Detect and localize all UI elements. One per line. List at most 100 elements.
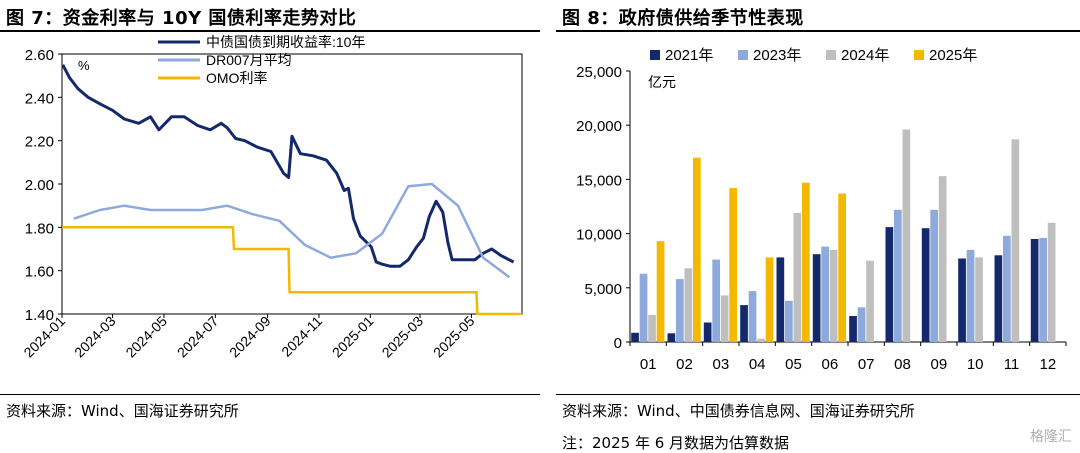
x-tick-label: 07 [858,356,875,373]
bar [740,305,748,342]
x-tick-label: 02 [676,356,693,373]
y-tick-label: 20,000 [576,118,622,135]
right-source-text: 资料来源：Wind、中国债券信息网、国海证券研究所 [562,402,915,420]
bar [802,182,810,342]
watermark-logo: 格隆汇 [1030,429,1072,445]
x-tick-label: 10 [967,356,984,373]
y-tick-label: 0 [614,335,622,352]
bar [1011,139,1020,342]
y-unit-label: % [78,58,90,73]
plot-frame [61,53,523,315]
bar [729,188,737,342]
left-source-text: 资料来源：Wind、国海证券研究所 [6,402,239,420]
right-source-rule [556,394,1080,395]
bar [676,279,684,342]
bar [667,333,676,342]
bar [866,260,874,342]
bar [921,228,930,342]
x-tick-label: 12 [1039,356,1056,373]
bar [975,257,983,342]
bar [930,209,938,342]
x-tick-label: 05 [785,356,802,373]
y-tick-label: 2.40 [25,90,54,107]
bar [793,213,802,342]
bar [648,314,656,342]
y-tick-label: 25,000 [576,64,622,81]
right-figure-title: 图 8：政府债供给季节性表现 [562,8,804,29]
legend-swatch [738,50,748,60]
bar [785,300,793,342]
legend-label: 中债国债到期收益率:10年 [206,34,365,50]
x-tick-label: 03 [712,356,729,373]
bar [894,209,902,342]
bar [1047,222,1056,342]
bar [748,291,757,342]
y-tick-label: 5,000 [584,281,622,298]
left-title-rule [0,30,540,32]
x-tick-label: 06 [821,356,838,373]
y-unit-label: 亿元 [648,74,676,90]
bar [1003,235,1011,342]
bar [885,227,894,342]
right-figure-panel: 图 8：政府债供给季节性表现 0 5,000 10,000 15,000 20,000 2… [556,0,1080,452]
bar [902,129,911,342]
bar [958,258,966,342]
legend-label: OMO利率 [206,70,267,86]
bar [720,295,729,342]
bar [849,316,857,342]
x-tick-label: 2025-01 [329,313,377,361]
x-tick-label: 2024-11 [278,313,325,360]
bar [1030,239,1039,342]
y-tick-label: 1.40 [25,307,54,324]
y-tick-label: 15,000 [576,172,622,189]
bar [857,307,866,342]
bar [712,259,720,342]
legend-label: 2021年 [665,47,713,64]
y-tick-label: 2.60 [25,47,54,64]
bar [684,268,693,342]
legend-label: 2023年 [753,47,801,64]
x-tick-label: 08 [894,356,911,373]
left-source-rule [0,394,540,395]
series-line [73,182,511,279]
right-note-text: 注：2025 年 6 月数据为估算数据 [562,434,790,452]
legend-swatch [914,50,924,60]
x-tick-label: 2024-09 [226,313,274,361]
bar [938,176,947,342]
x-tick-label: 11 [1004,356,1020,373]
legend-label: 2025年 [929,47,977,64]
legend-label: DR007月平均 [206,52,292,68]
x-tick-label: 2024-05 [122,313,170,361]
x-tick-label: 2024-03 [71,313,119,361]
series-line [61,64,515,268]
bar [838,193,846,342]
bar [631,332,639,342]
bar [966,249,975,342]
bar [693,157,701,342]
bar [812,254,821,342]
bar-chart: 0 5,000 10,000 15,000 20,000 25,000 亿元 01 02 03 04… [576,47,1067,373]
legend-label: 2024年 [841,47,889,64]
bar [829,249,838,342]
bar [703,322,712,342]
y-tick-label: 1.60 [25,264,54,281]
y-tick-label: 2.20 [25,134,54,151]
series-line [62,226,522,316]
bar [656,241,665,342]
left-figure-panel: 图 7：资金利率与 10Y 国债利率走势对比 1.40 1.60 1.80 2.00 2… [0,0,540,452]
bar [757,338,765,342]
bar [765,257,774,342]
left-figure-title: 图 7：资金利率与 10Y 国债利率走势对比 [6,8,357,29]
x-tick-label: 09 [930,356,947,373]
x-tick-label: 2025-03 [379,313,427,361]
y-tick-label: 1.80 [25,220,54,237]
bar [776,257,785,342]
legend-swatch [650,50,660,60]
bar [821,246,829,342]
x-tick-label: 04 [749,356,766,373]
y-tick-label: 10,000 [576,227,622,244]
bar [1039,237,1047,342]
bar [639,273,648,342]
x-tick-label: 2024-07 [174,313,222,361]
